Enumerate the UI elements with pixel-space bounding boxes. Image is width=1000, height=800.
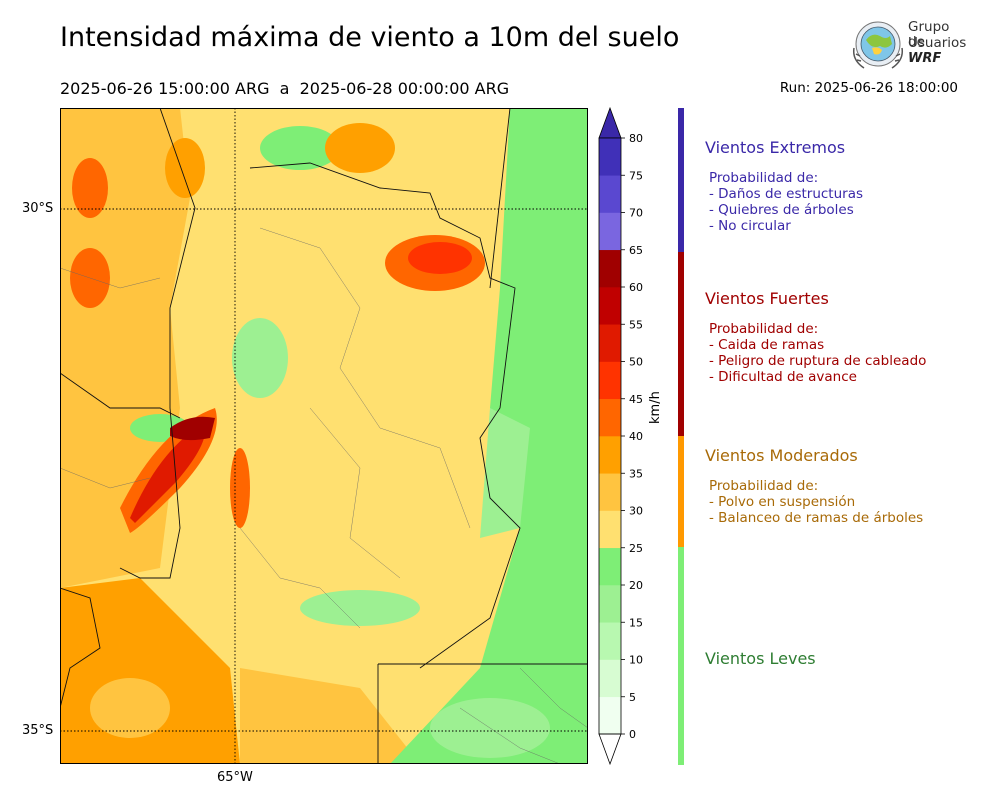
province-boundaries [60,108,588,764]
globe-seal-icon [852,21,904,69]
colorbar-tick-label: 75 [629,169,643,182]
colorbar-band [599,361,621,400]
hotspot-central-west-core [130,423,206,523]
desc-line: - Caida de ramas [709,337,825,353]
hotspot-ridge [230,448,250,528]
lat-label-30s: 30°S [22,201,54,216]
category-strip-leves [678,547,684,765]
colorbar-tick-label: 15 [629,616,643,629]
category-strip-moderados [678,436,684,547]
run-timestamp: Run: 2025-06-26 18:00:00 [779,80,958,96]
colorbar-tick-label: 35 [629,467,643,480]
logo-text-line3: WRF [908,51,942,66]
category-desc: Probabilidad de: - Polvo en suspensión -… [709,478,923,526]
colorbar: 0 5 10 15 20 25 30 35 40 45 50 55 60 65 70 75 80 [598,106,643,766]
colorbar-tick-label: 70 [629,207,643,220]
category-name: Vientos Extremos [705,138,846,157]
lat-label-35s: 35°S [22,723,54,738]
desc-line: Probabilidad de: [709,478,819,494]
category-leves: Vientos Leves [705,649,816,668]
colorbar-tick-label: 25 [629,542,643,555]
desc-line: Probabilidad de: [709,321,819,337]
colorbar-tick-label: 45 [629,393,643,406]
south-moderate-zone [240,668,420,764]
green-patch [260,126,340,170]
colorbar-band [599,510,621,549]
category-fuertes: Vientos Fuertes Probabilidad de: - Caida… [705,289,926,385]
colorbar-band [599,324,621,362]
colorbar-extend-high [598,106,622,139]
hotspot-northeast-core [408,242,472,274]
category-name: Vientos Fuertes [705,289,829,308]
map-frame [60,108,588,764]
category-moderados: Vientos Moderados Probabilidad de: - Pol… [705,446,923,526]
colorbar-band [599,622,621,660]
category-name: Vientos Moderados [705,446,858,465]
wrf-logo: Grupo de Usuarios WRF [848,18,968,72]
colorbar-band [599,287,621,325]
desc-line: - Dificultad de avance [709,369,857,385]
colorbar-tick-label: 60 [629,281,643,294]
colorbar-tick-label: 40 [629,430,643,443]
logo-text-line2: Usuarios [908,35,967,51]
desc-line: - Daños de estructuras [709,186,864,202]
colorbar-tick-label: 5 [629,691,636,704]
desc-line: - No circular [709,218,791,234]
colorbar-band [599,212,621,251]
colorbar-tick-label: 65 [629,244,643,257]
orange-patch [165,138,205,198]
colorbar-band [599,436,621,474]
forecast-period: 2025-06-26 15:00:00 ARG a 2025-06-28 00:… [60,79,510,98]
colorbar-band [599,175,621,213]
colorbar-band [599,585,621,623]
orange-patch [90,678,170,738]
category-strip-fuertes [678,252,684,436]
colorbar-band [599,473,621,511]
green-patch [232,318,288,398]
desc-line: - Balanceo de ramas de árboles [709,510,924,526]
colorbar-band [599,696,621,735]
colorbar-extend-low [598,733,622,766]
colorbar-tick-label: 55 [629,318,643,331]
category-extremos: Vientos Extremos Probabilidad de: - Daño… [705,138,863,234]
colorbar-band [599,138,621,176]
colorbar-band [599,398,621,437]
colorbar-band [599,547,621,586]
desc-line: - Polvo en suspensión [709,494,856,510]
lon-label-65w: 65°W [217,770,253,785]
category-desc: Probabilidad de: - Daños de estructuras … [709,170,863,234]
colorbar-tick-label: 50 [629,356,643,369]
east-light-zone [390,108,588,764]
colorbar-bands [598,106,622,766]
east-light-patch [480,408,530,538]
hotspot-northwest [72,158,108,218]
colorbar-ticks: 0 5 10 15 20 25 30 35 40 45 50 55 60 65 70 75 80 [621,132,643,741]
hotspot-peak [170,416,215,441]
desc-line: - Quiebres de árboles [709,202,854,218]
page-title: Intensidad máxima de viento a 10m del su… [60,22,680,53]
colorbar-tick-label: 0 [629,728,636,741]
colorbar-tick-label: 20 [629,579,643,592]
category-strip-extremos [678,108,684,252]
colorbar-tick-label: 80 [629,132,643,145]
desc-line: Probabilidad de: [709,170,819,186]
colorbar-unit: km/h [648,391,663,424]
colorbar-tick-label: 30 [629,505,643,518]
colorbar-band [599,659,621,698]
green-patch [300,590,420,626]
desc-line: - Peligro de ruptura de cableado [709,353,927,369]
logo-text-line1: Grupo de [908,19,950,50]
department-boundaries [60,227,588,764]
wind-map [60,108,588,764]
colorbar-tick-label: 10 [629,654,643,667]
colorbar-band [599,249,621,288]
category-name: Vientos Leves [705,649,816,668]
category-desc: Probabilidad de: - Caida de ramas - Peli… [709,321,926,385]
orange-patch [325,123,395,173]
